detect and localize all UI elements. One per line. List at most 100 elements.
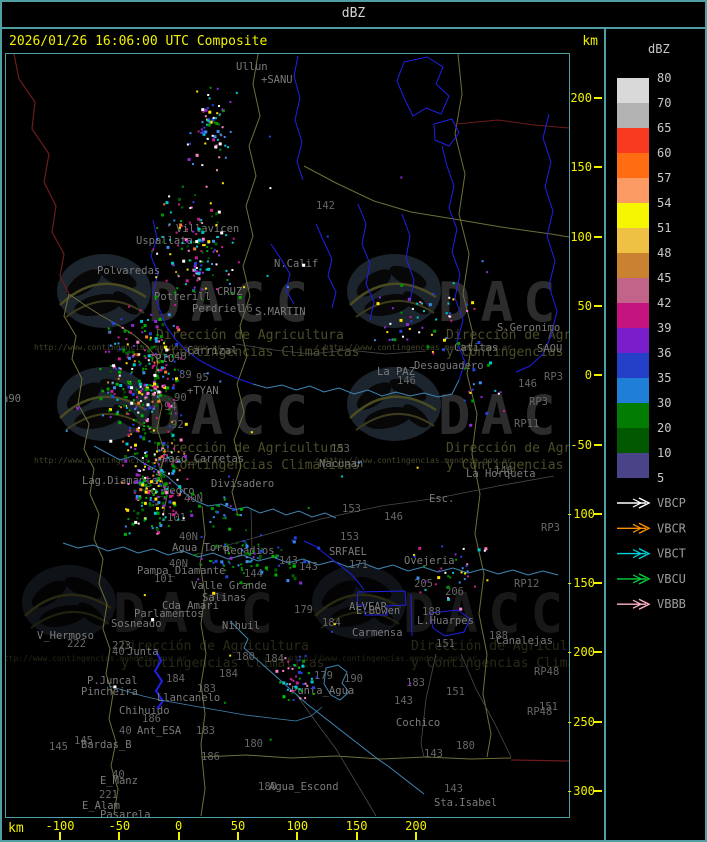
map-place-label: V_Hermoso <box>37 630 94 642</box>
boundary-line <box>303 165 569 238</box>
map-route-number: 171 <box>349 559 368 571</box>
map-route-number: RP3 <box>529 396 548 408</box>
river <box>229 620 425 795</box>
map-place-label: E_Manz <box>100 775 138 787</box>
map-place-label: Cochico <box>396 717 440 729</box>
map-route-number: 146 <box>384 511 403 523</box>
map-place-label: Pasarela <box>100 809 151 817</box>
y-tick <box>594 720 602 723</box>
map-place-label: Sosneado <box>111 618 162 630</box>
map-place-label: S.Geronimo <box>497 322 560 334</box>
map-route-number: 153 <box>331 443 350 455</box>
lake <box>323 664 350 701</box>
km-unit-top: km <box>582 34 598 49</box>
map-route-number: 179 <box>314 670 333 682</box>
boundary-line <box>235 343 427 355</box>
map-route-number: 184 <box>265 653 284 665</box>
map-route-number: 223 <box>112 640 131 652</box>
map-route-number: 40N <box>169 558 188 570</box>
watermark-line1: Dirección de Agricultura <box>446 328 569 343</box>
map-route-number: 186 <box>201 751 220 763</box>
map-route-number: 188 <box>422 606 441 618</box>
map-place-label: Parlamentos <box>134 608 204 620</box>
watermark-url: http://www.contingencias.mendoza.gov.ar <box>34 343 222 352</box>
map-route-number: RP48 <box>534 666 559 678</box>
vector-vbcr: VBCR <box>617 521 687 535</box>
x-tick-label: 200 <box>405 819 427 833</box>
y-axis: 200 150 100 50 0 -50 -100 -150 -200 -250 -300 <box>566 53 604 818</box>
y-tick-label: 50 <box>577 298 592 313</box>
river <box>153 650 165 710</box>
scale-tick-label: 39 <box>657 321 672 335</box>
map-place-label: Nacunan <box>319 458 363 470</box>
vector-legend: VBCP VBCR VBCT VBCU VBBB <box>617 496 687 611</box>
y-tick-label: 150 <box>570 160 592 175</box>
y-tick <box>594 651 602 654</box>
map-place-label: Agua_Toro <box>172 542 229 554</box>
map-route-number: 145 <box>74 735 93 747</box>
map-route-number: 40N <box>179 531 198 543</box>
boundary-line <box>454 54 492 758</box>
scale-title: dBZ <box>648 42 670 56</box>
watermark-url: http://www.contingencias.mendoza.gov.ar <box>6 654 187 663</box>
vector-label: VBCP <box>657 496 686 510</box>
map-route-number: 146 <box>518 378 537 390</box>
map-place-label: Catitas <box>454 342 498 354</box>
x-tick-label: 100 <box>286 819 309 833</box>
scale-tick-label: 70 <box>657 96 672 110</box>
map-route-number: 146 <box>494 465 513 477</box>
watermark-line1: Dirección de Agricultura <box>156 328 344 343</box>
map-place-label: +SANU <box>261 74 293 86</box>
vector-vbcu: VBCU <box>617 572 686 586</box>
boundary-line <box>250 508 253 552</box>
watermark-url: http://www.contingencias.mendoza.gov.ar <box>324 343 512 352</box>
vector-label: VBCU <box>657 572 686 586</box>
map-route-number: 40 <box>112 646 125 658</box>
y-tick <box>594 512 602 515</box>
map-place-label: N.Calif <box>274 258 318 270</box>
title-bar: dBZ <box>0 0 707 29</box>
scale-tick-label: 10 <box>657 446 672 460</box>
map-route-number: 90 <box>174 392 187 404</box>
map-route-number: 184 <box>166 673 185 685</box>
map-route-number: 184 <box>322 617 341 629</box>
river <box>270 243 295 305</box>
map-route-number: RP3 <box>541 522 560 534</box>
y-tick-label: -250 <box>566 714 595 729</box>
boundary-line <box>420 653 437 758</box>
scale-tick-label: 35 <box>657 371 672 385</box>
map-route-number: 183 <box>197 683 216 695</box>
scale-block <box>617 453 649 478</box>
watermark-line1: Dirección de Agricultura <box>411 639 569 654</box>
watermark-brand: DACC <box>438 271 569 334</box>
map-place-label: Salinas <box>202 592 246 604</box>
km-unit-bottom: km <box>8 821 24 836</box>
map-place-label: P.Juncal <box>87 675 138 687</box>
map-route-number: 221 <box>99 789 118 801</box>
map-place-label: E.Bowen <box>356 605 400 617</box>
map-place-label: L.Huarpes <box>417 615 474 627</box>
vector-label: VBCT <box>657 547 686 561</box>
radar-echoes <box>65 86 505 741</box>
map-place-label: Polvaredas <box>97 265 160 277</box>
map-route-number: 190 <box>344 673 363 685</box>
map-place-label: Canalejas <box>496 635 553 647</box>
watermark-line2: y Contingencias Climáticas <box>156 458 360 473</box>
map-route-number: 186 <box>142 713 161 725</box>
map-place-label: SAOU <box>537 343 562 355</box>
map-route-number: 144 <box>244 568 263 580</box>
watermark-line2: y Contingencias Climáticas <box>446 345 569 360</box>
y-tick-label: 200 <box>570 91 592 105</box>
y-tick <box>594 790 602 792</box>
map-route-number: 153 <box>342 503 361 515</box>
map-route-number: 222 <box>67 638 86 650</box>
watermark-url: http://www.contingencias.mendoza.gov.ar <box>324 456 512 465</box>
radar-map[interactable]: DACC Dirección de Agricultura y Contingenc… <box>5 53 570 818</box>
map-place-label: Bardas_B <box>81 739 132 751</box>
watermark-line1: Dirección de Agricultura <box>446 441 569 456</box>
map-route-number: 40 <box>174 351 187 363</box>
river <box>410 593 413 637</box>
